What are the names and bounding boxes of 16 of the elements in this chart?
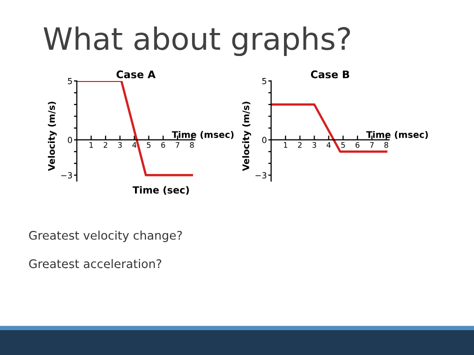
y-tick-label: 5: [68, 78, 72, 84]
x-axis-title: Time (msec): [172, 130, 234, 140]
text: Greatest acceleration?: [29, 259, 162, 268]
y-tick-label: 5: [262, 78, 266, 84]
chart-title: Case B: [310, 70, 350, 78]
text: Time (sec): [132, 186, 189, 195]
text: Greatest velocity change?: [29, 230, 182, 242]
y-axis-title: Velocity (m/s): [48, 102, 57, 171]
text: What about graphs?: [44, 26, 350, 56]
chart-title: Case A: [116, 70, 156, 78]
y-tick-label: 0: [262, 136, 266, 144]
y-tick-label: 0: [68, 136, 72, 144]
y-tick-label: −3: [61, 172, 72, 178]
x-axis-title: Time (msec): [366, 130, 428, 140]
y-axis-title: Velocity (m/s): [242, 102, 252, 171]
y-tick-label: −3: [256, 172, 266, 178]
